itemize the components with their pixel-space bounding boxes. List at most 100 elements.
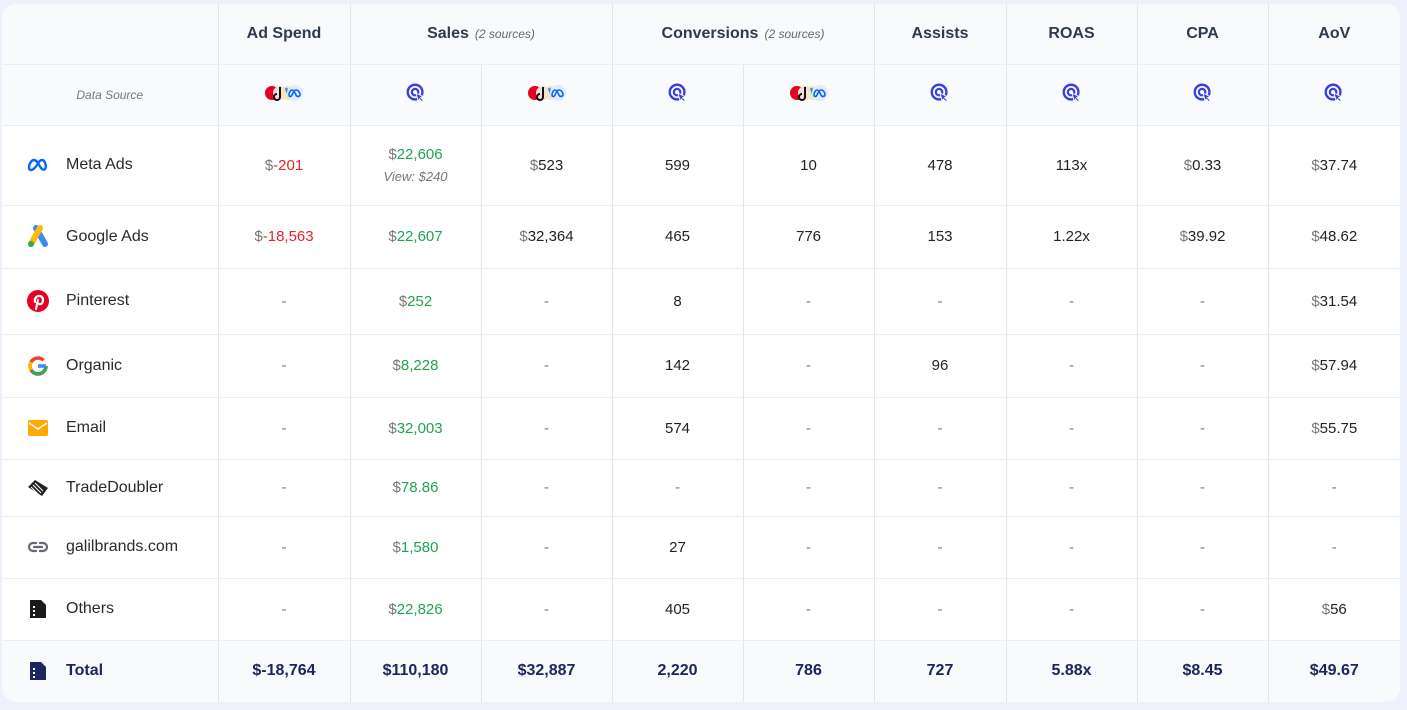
document-icon [26, 597, 50, 621]
pixel-tracking-icon[interactable] [1192, 83, 1214, 108]
table-row[interactable]: galilbrands.com - $1,580 - 27 - - - - - [2, 516, 1400, 579]
metric-cell: 8 [612, 268, 744, 335]
metric-cell: 574 [612, 397, 744, 460]
currency-symbol: $ [398, 292, 408, 310]
data-source-cell [350, 64, 482, 126]
metric-value: - [1200, 292, 1206, 310]
currency-symbol: $ [392, 538, 401, 556]
metric-value: 405 [664, 600, 691, 618]
total-label: Total [66, 662, 104, 680]
metric-cell: - [743, 397, 875, 460]
table-row[interactable]: Others - $22,826 - 405 - - - - $56 [2, 578, 1400, 641]
table-row[interactable]: Pinterest - $252 - 8 - - - - $31.54 [2, 268, 1400, 335]
data-source-cell [1137, 64, 1269, 126]
metric-cell: - [1268, 516, 1400, 579]
table-row[interactable]: Meta Ads $-201 $22,606 View: $240 $523 599 10 4… [2, 125, 1400, 206]
metric-cell: - [1137, 516, 1269, 579]
metric-cell: - [481, 459, 613, 517]
metric-value: - [1331, 479, 1337, 496]
column-header-assists[interactable]: Assists [874, 4, 1007, 65]
metric-cell: - [481, 397, 613, 460]
metric-value: - [281, 357, 287, 374]
channel-cell: TradeDoubler [2, 459, 219, 517]
metric-cell: $78.86 [350, 459, 482, 517]
header-label: Sales [427, 24, 469, 42]
metric-cell: $22,606 View: $240 [350, 125, 482, 206]
metric-cell: - [218, 578, 351, 641]
channel-cell: Pinterest [2, 268, 219, 335]
metric-cell: $32,003 [350, 397, 482, 460]
metric-cell: - [743, 334, 875, 398]
currency-symbol: $ [392, 357, 401, 374]
total-row: Total $-18,764 $110,180 $32,887 2,220 786 727 5… [2, 640, 1400, 702]
data-source-cell [743, 64, 875, 126]
metric-value: 22,607 [396, 228, 443, 245]
metric-cell: - [218, 397, 351, 460]
header-label: AoV [1318, 24, 1351, 42]
metric-cell: - [1137, 334, 1269, 398]
ad-platforms-icon[interactable] [264, 84, 304, 107]
pixel-tracking-icon[interactable] [667, 83, 689, 108]
currency-symbol: $ [1311, 228, 1320, 245]
channel-cell: Google Ads [2, 205, 219, 269]
metric-value: - [1069, 479, 1075, 496]
metric-value: - [1331, 538, 1337, 556]
table-row[interactable]: TradeDoubler - $78.86 - - - - - - - [2, 459, 1400, 517]
column-header-empty [2, 4, 219, 65]
metric-cell: - [743, 268, 875, 335]
column-header-roas[interactable]: ROAS [1006, 4, 1138, 65]
metric-value: 22,606 [396, 146, 443, 163]
metric-value: 78.86 [400, 479, 439, 496]
table-row[interactable]: Google Ads $-18,563 $22,607 $32,364 465 776 15… [2, 205, 1400, 269]
column-header-ad-spend[interactable]: Ad Spend [218, 4, 351, 65]
attribution-table: Ad Spend Sales (2 sources) Conversions (2 so… [2, 4, 1400, 702]
column-header-cpa[interactable]: CPA [1137, 4, 1269, 65]
ad-platforms-icon[interactable] [789, 84, 829, 107]
currency-symbol: $ [1311, 156, 1320, 174]
data-source-cell [1006, 64, 1138, 126]
metric-cell: $8,228 [350, 334, 482, 398]
header-label: Conversions [661, 24, 759, 42]
metric-cell: - [874, 516, 1007, 579]
metric-value: - [544, 292, 549, 310]
metric-cell: - [874, 268, 1007, 335]
metric-value: 113x [1055, 156, 1088, 174]
metric-value: 55.75 [1319, 419, 1358, 437]
metric-value: - [1200, 357, 1206, 374]
attribution-table-card: Ad Spend Sales (2 sources) Conversions (2 so… [2, 4, 1400, 702]
currency-symbol: $ [388, 419, 397, 437]
metric-value: 8,228 [400, 357, 439, 374]
metric-value: - [806, 479, 811, 496]
ad-platforms-icon[interactable] [527, 84, 567, 107]
metric-cell: 465 [612, 205, 744, 269]
metric-cell: - [1006, 334, 1138, 398]
pixel-tracking-icon[interactable] [405, 83, 427, 108]
total-value: $-18,764 [218, 640, 351, 702]
metric-cell: - [743, 578, 875, 641]
metric-value: - [281, 479, 287, 496]
metric-value: - [937, 479, 943, 496]
metric-value: 10 [800, 156, 817, 174]
metric-cell: - [743, 459, 875, 517]
metric-cell: - [1137, 268, 1269, 335]
pixel-tracking-icon[interactable] [1323, 83, 1345, 108]
metric-value: - [1069, 538, 1075, 556]
currency-symbol: $ [1311, 357, 1320, 374]
column-header-conversions[interactable]: Conversions (2 sources) [612, 4, 875, 65]
column-header-aov[interactable]: AoV [1268, 4, 1400, 65]
table-row[interactable]: Organic - $8,228 - 142 - 96 - - $57.94 [2, 334, 1400, 398]
metric-value: 96 [931, 357, 949, 374]
channel-name: Organic [66, 356, 123, 374]
currency-symbol: $ [388, 228, 397, 245]
metric-cell: $-18,563 [218, 205, 351, 269]
metric-cell: $55.75 [1268, 397, 1400, 460]
column-header-sales[interactable]: Sales (2 sources) [350, 4, 613, 65]
metric-cell: 142 [612, 334, 744, 398]
pixel-tracking-icon[interactable] [929, 83, 951, 108]
table-row[interactable]: Email - $32,003 - 574 - - - - $55.75 [2, 397, 1400, 460]
metric-cell: 776 [743, 205, 875, 269]
metric-cell: 27 [612, 516, 744, 579]
header-source-count: (2 sources) [474, 26, 535, 41]
pixel-tracking-icon[interactable] [1061, 83, 1083, 108]
metric-value: - [937, 538, 943, 556]
